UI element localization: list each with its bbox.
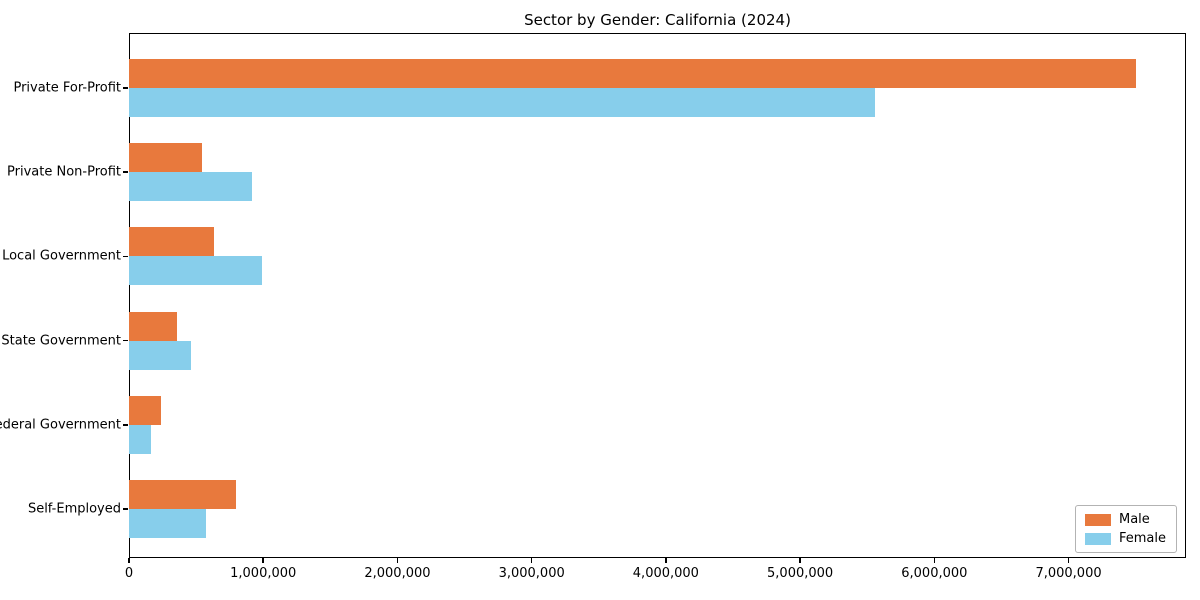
y-tick-label-local-government: Local Government bbox=[2, 248, 121, 264]
y-tick-label-private-for-profit: Private For-Profit bbox=[13, 80, 121, 96]
y-tick-mark-federal-government bbox=[123, 424, 128, 426]
bar-female-private-for-profit bbox=[129, 88, 875, 117]
y-tick-mark-private-non-profit bbox=[123, 171, 128, 173]
bar-female-private-non-profit bbox=[129, 172, 252, 202]
legend-label-female: Female bbox=[1118, 531, 1166, 546]
x-tick-mark-2-000-000 bbox=[396, 558, 399, 563]
bar-female-state-government bbox=[129, 340, 191, 370]
x-tick-mark-7-000-000 bbox=[1067, 558, 1070, 563]
x-tick-label-1-000-000: 1,000,000 bbox=[230, 566, 297, 581]
male-color-swatch bbox=[1084, 513, 1111, 526]
y-tick-label-federal-government: Federal Government bbox=[0, 417, 121, 433]
y-tick-mark-self-employed bbox=[123, 508, 128, 510]
bar-male-private-non-profit bbox=[129, 143, 202, 173]
legend-item-female: Female bbox=[1084, 531, 1166, 546]
legend: Male Female bbox=[1074, 505, 1177, 553]
y-tick-mark-private-for-profit bbox=[123, 87, 128, 89]
y-tick-mark-state-government bbox=[123, 339, 128, 342]
x-tick-mark-1-000-000 bbox=[262, 558, 264, 563]
x-tick-label-2-000-000: 2,000,000 bbox=[364, 566, 431, 581]
plot-area bbox=[129, 33, 1186, 558]
bar-male-federal-government bbox=[129, 395, 161, 425]
bar-female-local-government bbox=[129, 256, 262, 286]
y-tick-label-self-employed: Self-Employed bbox=[27, 501, 121, 517]
x-tick-mark-4-000-000 bbox=[665, 558, 667, 563]
x-tick-label-3-000-000: 3,000,000 bbox=[498, 566, 565, 581]
female-color-swatch bbox=[1084, 532, 1111, 545]
bar-female-federal-government bbox=[129, 424, 151, 454]
bar-male-local-government bbox=[129, 227, 214, 257]
bar-male-private-for-profit bbox=[129, 59, 1136, 88]
legend-item-male: Male bbox=[1084, 512, 1166, 527]
x-tick-mark-6-000-000 bbox=[933, 558, 936, 563]
x-tick-label-6-000-000: 6,000,000 bbox=[901, 566, 968, 581]
bar-male-state-government bbox=[129, 311, 177, 341]
x-tick-mark-3-000-000 bbox=[530, 558, 533, 563]
bar-male-self-employed bbox=[129, 480, 236, 509]
x-tick-label-7-000-000: 7,000,000 bbox=[1035, 566, 1102, 581]
chart-title: Sector by Gender: California (2024) bbox=[524, 11, 791, 29]
x-tick-mark-5-000-000 bbox=[799, 558, 801, 563]
x-tick-mark-0 bbox=[128, 558, 130, 563]
y-tick-mark-local-government bbox=[123, 255, 128, 258]
y-tick-label-private-non-profit: Private Non-Profit bbox=[7, 164, 121, 180]
y-tick-label-state-government: State Government bbox=[1, 333, 121, 349]
x-tick-label-5-000-000: 5,000,000 bbox=[767, 566, 834, 581]
x-tick-label-4-000-000: 4,000,000 bbox=[632, 566, 699, 581]
x-tick-label-0: 0 bbox=[124, 566, 134, 581]
legend-label-male: Male bbox=[1118, 512, 1150, 527]
bar-female-self-employed bbox=[129, 509, 206, 538]
